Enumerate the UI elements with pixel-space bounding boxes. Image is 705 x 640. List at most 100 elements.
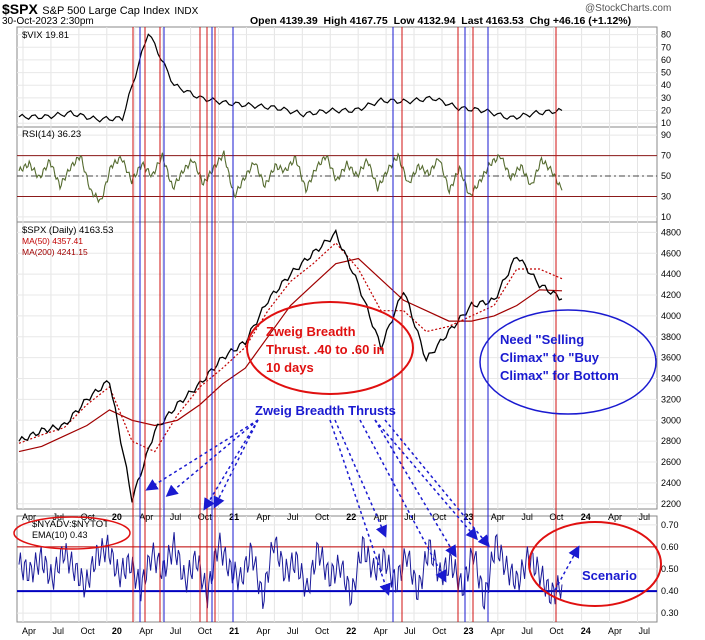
spx-close-line: [18, 228, 563, 503]
rsi-legend: RSI(14) 36.23: [22, 129, 81, 140]
y-tick-label: 90: [661, 130, 671, 140]
y-tick-label: 4200: [661, 290, 681, 300]
x-top-tick-label: 21: [229, 512, 239, 522]
y-tick-label: 3800: [661, 332, 681, 342]
panel-rsi-frame: [16, 126, 658, 223]
x-bottom-tick-label: Jul: [639, 626, 651, 636]
x-bottom-tick-label: Oct: [315, 626, 330, 636]
y-tick-label: 3000: [661, 415, 681, 425]
y-tick-label: 60: [661, 55, 671, 65]
y-tick-label: 2400: [661, 478, 681, 488]
x-top-tick-label: 24: [581, 512, 591, 522]
x-top-tick-label: Jul: [521, 512, 533, 522]
y-tick-label: 2800: [661, 436, 681, 446]
y-tick-label: 50: [661, 68, 671, 78]
x-bottom-tick-label: Apr: [374, 626, 388, 636]
y-tick-label: 0.70: [661, 520, 679, 530]
x-bottom-tick-label: Apr: [491, 626, 505, 636]
x-top-tick-label: Apr: [139, 512, 153, 522]
spx-ma200-line: [18, 257, 563, 453]
rsi-line: [18, 150, 563, 204]
x-top-tick-label: Apr: [608, 512, 622, 522]
exchange: INDX: [174, 6, 199, 17]
x-top-tick-label: Jul: [170, 512, 182, 522]
x-bottom-tick-label: Jul: [170, 626, 182, 636]
climax-ellipse-text: Climax" for Bottom: [500, 368, 619, 383]
y-tick-label: 30: [661, 191, 671, 201]
x-top-tick-label: Apr: [374, 512, 388, 522]
x-bottom-tick-label: 22: [346, 626, 356, 636]
thrust-arrow: [203, 419, 259, 511]
nyadv-legend: $NYADV:$NYTOT: [32, 519, 109, 530]
x-bottom-tick-label: 20: [112, 626, 122, 636]
y-tick-label: 2200: [661, 499, 681, 509]
x-top-tick-label: Oct: [549, 512, 564, 522]
thrust-arrow: [213, 419, 259, 509]
x-top-tick-label: Jul: [404, 512, 416, 522]
thrust-arrow: [145, 419, 259, 491]
x-top-tick-label: Oct: [198, 512, 213, 522]
x-bottom-tick-label: Apr: [139, 626, 153, 636]
y-tick-label: 4000: [661, 311, 681, 321]
zweig-ellipse-text: Zweig Breadth: [266, 324, 356, 339]
index-name: S&P 500 Large Cap Index: [42, 5, 170, 17]
vix-legend: $VIX 19.81: [22, 30, 69, 41]
climax-ellipse-text: Need "Selling: [500, 332, 584, 347]
ohlc-summary: Open 4139.39 High 4167.75 Low 4132.94 La…: [250, 15, 632, 27]
panel-spx-frame: [16, 221, 658, 510]
thrust-arrow: [374, 419, 478, 541]
chart-date: 30-Oct-2023 2:30pm: [2, 16, 94, 27]
zweig-ellipse: [246, 301, 414, 395]
x-top-tick-label: Jul: [639, 512, 651, 522]
x-bottom-tick-label: Jul: [521, 626, 533, 636]
thrust-arrow: [165, 419, 259, 497]
x-top-tick-label: 22: [346, 512, 356, 522]
y-tick-label: 80: [661, 30, 671, 40]
scenario-ellipse: [528, 521, 662, 607]
y-tick-label: 50: [661, 171, 671, 181]
thrust-arrow: [374, 419, 457, 558]
climax-ellipse-text: Climax" to "Buy: [500, 350, 600, 365]
x-bottom-tick-label: Apr: [608, 626, 622, 636]
zweig-ellipse-text: Thrust. .40 to .60 in: [266, 342, 385, 357]
thrust-arrow: [334, 419, 387, 538]
y-tick-label: 70: [661, 151, 671, 161]
x-top-tick-label: Oct: [432, 512, 447, 522]
x-bottom-tick-label: Jul: [287, 626, 299, 636]
climax-ellipse: [479, 309, 657, 415]
y-tick-label: 0.40: [661, 586, 679, 596]
x-bottom-tick-label: Jul: [404, 626, 416, 636]
y-tick-label: 20: [661, 106, 671, 116]
x-top-tick-label: Apr: [491, 512, 505, 522]
y-tick-label: 10: [661, 212, 671, 222]
y-tick-label: 40: [661, 80, 671, 90]
y-tick-label: 3200: [661, 394, 681, 404]
thrust-arrow: [359, 419, 447, 583]
scenario-label: Scenario: [582, 568, 637, 583]
x-bottom-tick-label: Apr: [22, 626, 36, 636]
x-bottom-tick-label: 21: [229, 626, 239, 636]
x-bottom-tick-label: 23: [463, 626, 473, 636]
nyadv-legend-ellipse: [13, 516, 131, 550]
x-top-tick-label: Apr: [22, 512, 36, 522]
nyadv-line: [18, 532, 563, 610]
x-top-tick-label: Oct: [315, 512, 330, 522]
ma50-legend: MA(50) 4357.41: [22, 236, 83, 246]
vix-line: [18, 33, 563, 123]
zweig-ellipse-text: 10 days: [266, 360, 314, 375]
x-bottom-tick-label: Oct: [81, 626, 96, 636]
y-tick-label: 10: [661, 118, 671, 128]
x-bottom-tick-label: Oct: [198, 626, 213, 636]
x-top-tick-label: Apr: [256, 512, 270, 522]
y-tick-label: 3400: [661, 374, 681, 384]
y-tick-label: 0.50: [661, 564, 679, 574]
x-bottom-tick-label: Oct: [432, 626, 447, 636]
ma200-legend: MA(200) 4241.15: [22, 247, 88, 257]
ema-legend: EMA(10) 0.43: [32, 530, 88, 540]
thrusts-label: Zweig Breadth Thrusts: [255, 403, 396, 418]
watermark: @StockCharts.com: [585, 3, 672, 14]
y-tick-label: 3600: [661, 353, 681, 363]
y-tick-label: 4600: [661, 248, 681, 258]
thrust-arrow: [384, 419, 490, 548]
